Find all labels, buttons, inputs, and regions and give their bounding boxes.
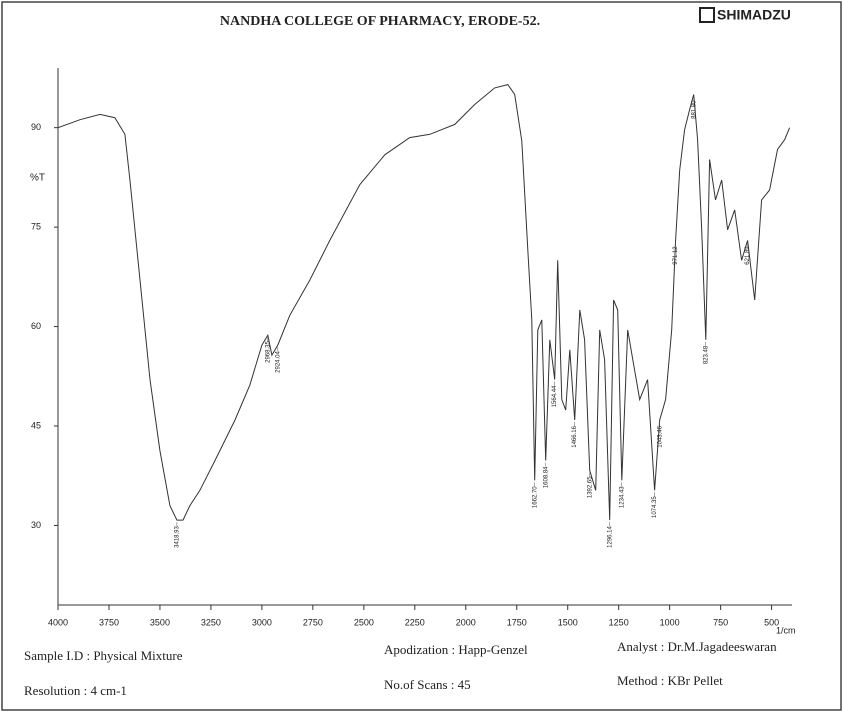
x-tick-label: 1750 <box>507 617 527 627</box>
y-tick-label: 75 <box>31 221 41 231</box>
y-tick-label: 90 <box>31 122 41 132</box>
info-text: Sample I.D : Physical Mixture <box>24 648 183 663</box>
x-tick-label: 2750 <box>303 617 323 627</box>
x-tick-label: 500 <box>764 617 779 627</box>
x-tick-label: 2000 <box>456 617 476 627</box>
info-text: Analyst : Dr.M.Jagadeeswaran <box>617 639 777 654</box>
info-text: Apodization : Happ-Genzel <box>384 642 528 657</box>
x-tick-label: 2500 <box>354 617 374 627</box>
peak-label: 1392.65 <box>587 476 593 498</box>
x-axis-label: 1/cm <box>776 625 796 635</box>
x-tick-label: 3750 <box>99 617 119 627</box>
peak-label: 971.12 <box>673 246 679 265</box>
x-tick-label: 750 <box>713 617 728 627</box>
peak-label: 2924.04 <box>275 350 281 372</box>
spectrum-line <box>57 84 791 521</box>
x-tick-label: 1500 <box>558 617 578 627</box>
peak-label: 1043.46 <box>657 425 663 447</box>
brand: SHIMADZU <box>717 7 791 23</box>
peak-label: 621.89 <box>745 246 751 265</box>
peak-label: 1296.14 <box>607 525 613 547</box>
x-tick-label: 3500 <box>150 617 170 627</box>
peak-label: 881.80 <box>691 100 697 119</box>
x-tick-label: 4000 <box>48 617 68 627</box>
peak-label: 2968.35 <box>265 341 271 363</box>
peak-label: 823.48 <box>703 345 709 364</box>
peak-label: 1074.35 <box>652 496 658 518</box>
x-tick-label: 1250 <box>609 617 629 627</box>
chart-title: NANDHA COLLEGE OF PHARMACY, ERODE-52. <box>220 14 540 29</box>
x-tick-label: 3250 <box>201 617 221 627</box>
brand-logo <box>699 7 715 23</box>
info-text: Method : KBr Pellet <box>617 673 723 688</box>
peak-label: 1608.84 <box>543 466 549 488</box>
peak-label: 3418.93 <box>174 525 180 547</box>
peak-label: 1234.43 <box>619 486 625 508</box>
peak-label: 1564.44 <box>552 385 558 407</box>
x-tick-label: 3000 <box>252 617 272 627</box>
y-tick-label: 45 <box>31 420 41 430</box>
peak-label: 1466.16 <box>572 425 578 447</box>
info-text: No.of Scans : 45 <box>384 677 471 692</box>
y-axis-label: %T <box>30 173 45 184</box>
x-tick-label: 2250 <box>405 617 425 627</box>
peak-label: 1662.70 <box>532 486 538 508</box>
info-text: Resolution : 4 cm-1 <box>24 683 127 698</box>
x-tick-label: 1000 <box>660 617 680 627</box>
y-tick-label: 30 <box>31 520 41 530</box>
y-tick-label: 60 <box>31 321 41 331</box>
